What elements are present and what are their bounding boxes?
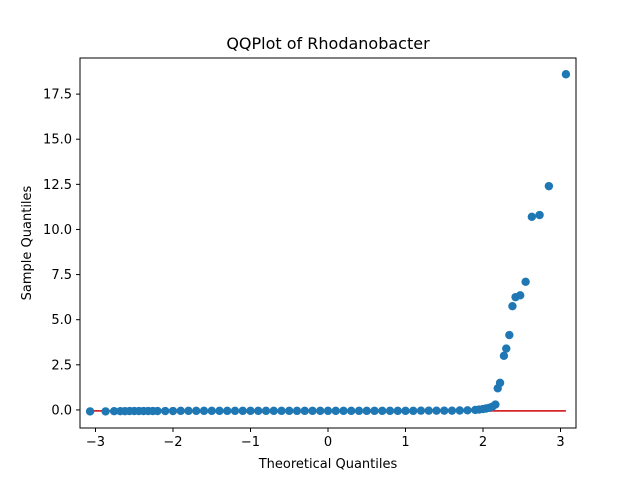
data-point <box>207 406 216 416</box>
data-point <box>502 344 511 353</box>
x-tick-label: 0 <box>324 435 332 450</box>
y-tick-label: 10.0 <box>43 223 72 238</box>
data-point <box>323 406 333 416</box>
data-point <box>424 406 433 415</box>
data-point <box>261 406 271 416</box>
points-layer <box>85 70 571 416</box>
x-tick-label: 2 <box>479 435 487 450</box>
data-point <box>254 406 263 416</box>
data-point <box>223 406 232 416</box>
data-point <box>339 406 348 416</box>
data-point <box>432 406 441 415</box>
x-tick-label: −3 <box>86 435 105 450</box>
data-point <box>109 407 119 416</box>
x-axis-label: Theoretical Quantiles <box>258 457 398 472</box>
data-point <box>316 406 325 416</box>
data-point <box>292 406 302 416</box>
y-axis-label: Sample Quantiles <box>20 185 35 300</box>
data-point <box>308 406 317 416</box>
y-ticks: 0.0 2.5 5.0 7.5 10.0 12.5 15.0 17.5 <box>43 88 80 418</box>
data-point <box>463 406 472 415</box>
data-point <box>161 406 170 416</box>
data-point <box>416 406 426 415</box>
data-point <box>199 406 209 416</box>
x-tick-label: −2 <box>163 435 182 450</box>
y-tick-label: 17.5 <box>43 88 72 103</box>
data-point <box>499 351 509 360</box>
data-point <box>393 406 402 416</box>
data-point <box>447 406 457 415</box>
data-point <box>184 406 193 416</box>
data-point <box>362 406 371 416</box>
axes-frame <box>79 57 577 429</box>
y-tick-label: 2.5 <box>51 358 72 373</box>
data-point <box>354 406 364 416</box>
data-point <box>238 406 247 416</box>
data-point <box>385 406 395 416</box>
data-point <box>495 378 505 388</box>
data-point <box>455 406 464 415</box>
data-point <box>491 400 500 409</box>
data-point <box>544 181 554 191</box>
y-tick-label: 7.5 <box>51 268 72 283</box>
data-point <box>230 406 240 416</box>
data-point <box>409 406 418 416</box>
data-point <box>168 406 178 416</box>
data-point <box>535 210 544 220</box>
data-point <box>505 330 514 340</box>
data-point <box>521 277 530 286</box>
x-tick-label: −1 <box>241 435 260 450</box>
data-point <box>401 406 410 416</box>
data-point <box>269 406 278 416</box>
y-tick-label: 5.0 <box>51 313 72 328</box>
x-ticks: −3 −2 −1 0 1 2 3 <box>86 428 565 450</box>
data-point <box>101 407 110 416</box>
data-point <box>192 406 201 416</box>
data-point <box>215 406 224 416</box>
data-point <box>246 406 255 416</box>
data-point <box>378 406 387 416</box>
data-point <box>300 406 309 416</box>
data-point <box>85 407 95 416</box>
y-tick-label: 15.0 <box>43 133 72 148</box>
data-point <box>508 301 517 311</box>
data-point <box>527 212 537 222</box>
data-point <box>285 406 294 416</box>
data-point <box>440 406 449 415</box>
data-point <box>277 406 286 416</box>
x-tick-label: 1 <box>401 435 409 450</box>
y-tick-label: 0.0 <box>51 403 72 418</box>
x-tick-label: 3 <box>556 435 564 450</box>
data-point <box>561 70 571 79</box>
data-point <box>370 406 379 416</box>
data-point <box>331 406 340 416</box>
data-point <box>516 291 525 300</box>
data-point <box>347 406 356 416</box>
y-tick-label: 12.5 <box>43 178 72 193</box>
chart-title: QQPlot of Rhodanobacter <box>226 34 430 53</box>
data-point <box>153 406 162 416</box>
data-point <box>176 406 185 416</box>
